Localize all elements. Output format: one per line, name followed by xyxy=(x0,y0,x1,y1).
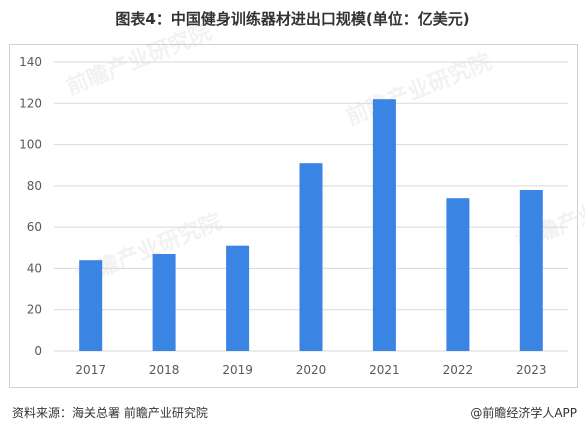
x-tick-label: 2018 xyxy=(149,363,180,377)
watermark-logo: 前瞻产业研究院 xyxy=(63,19,216,101)
watermark-layer: 前瞻产业研究院 前瞻产业研究院 前瞻产业研究院 前瞻产业研究院 xyxy=(63,19,585,291)
bar-2018 xyxy=(152,254,176,351)
x-tick-label: 2019 xyxy=(222,363,253,377)
x-tick-label: 2022 xyxy=(443,363,474,377)
x-tick-label: 2017 xyxy=(75,363,106,377)
chart-title: 图表4：中国健身训练器材进出口规模(单位：亿美元) xyxy=(115,10,470,28)
y-tick-label: 120 xyxy=(19,96,42,110)
y-axis-ticks: 0 20 40 60 80 100 120 140 xyxy=(19,55,42,358)
x-tick-label: 2021 xyxy=(369,363,400,377)
y-tick-label: 140 xyxy=(19,55,42,69)
y-tick-label: 20 xyxy=(27,303,42,317)
bar-2019 xyxy=(226,245,250,351)
credit-note: @前瞻经济学人APP xyxy=(470,406,577,420)
y-tick-label: 40 xyxy=(27,261,42,275)
y-tick-label: 80 xyxy=(27,179,42,193)
bar-2020 xyxy=(299,163,323,351)
bar-2022 xyxy=(446,198,470,351)
bar-2023 xyxy=(519,190,543,351)
x-tick-label: 2023 xyxy=(516,363,547,377)
bar-2017 xyxy=(79,260,103,351)
y-tick-label: 100 xyxy=(19,138,42,152)
y-tick-label: 0 xyxy=(34,344,42,358)
bar-2021 xyxy=(372,99,396,351)
bars xyxy=(79,99,543,351)
source-note: 资料来源：海关总署 前瞻产业研究院 xyxy=(12,406,208,420)
y-tick-label: 60 xyxy=(27,220,42,234)
x-tick-label: 2020 xyxy=(296,363,327,377)
watermark-logo: 前瞻产业研究院 xyxy=(343,49,496,131)
chart-frame xyxy=(9,44,578,388)
x-axis-ticks: 2017 2018 2019 2020 2021 2022 2023 xyxy=(75,363,546,377)
